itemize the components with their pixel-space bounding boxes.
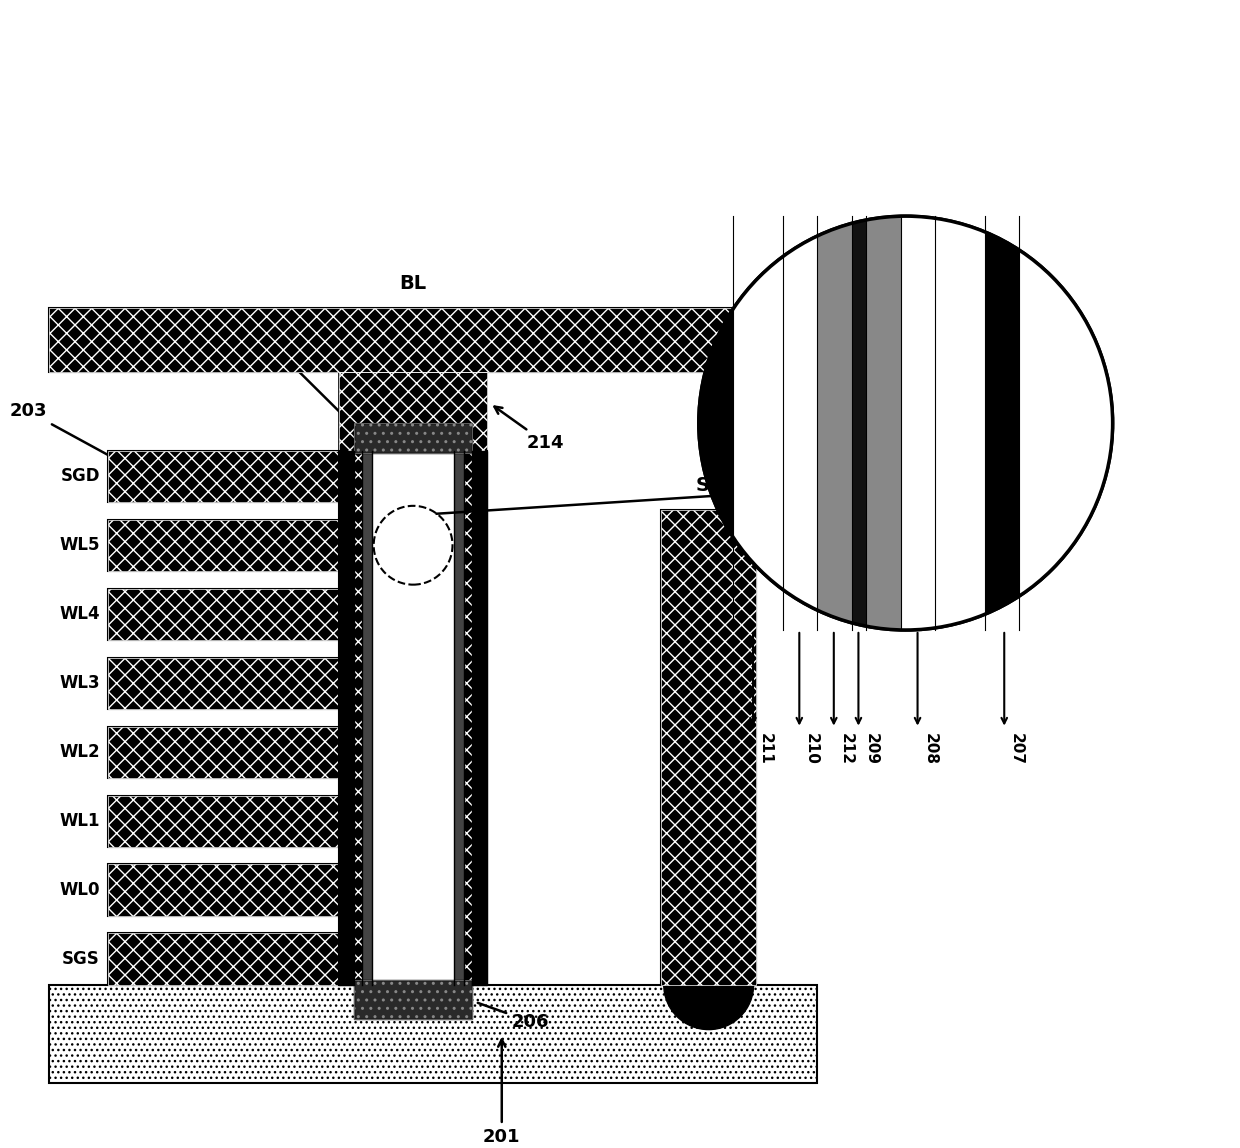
Circle shape — [663, 940, 754, 1030]
Bar — [353, 424, 472, 452]
Text: WL3: WL3 — [60, 674, 99, 692]
Bar — [108, 451, 423, 502]
Text: 206: 206 — [477, 1003, 549, 1031]
Bar — [661, 510, 756, 985]
Text: 211: 211 — [758, 734, 773, 766]
Text: SGD: SGD — [61, 467, 99, 486]
Text: WL4: WL4 — [60, 605, 99, 623]
Bar — [852, 216, 867, 630]
Bar — [108, 520, 423, 571]
Text: 209: 209 — [863, 734, 878, 766]
Text: 207: 207 — [1009, 734, 1024, 766]
Bar — [362, 451, 464, 985]
Bar — [353, 424, 472, 452]
Text: 215: 215 — [252, 334, 360, 432]
Bar — [372, 451, 455, 985]
Bar — [108, 658, 423, 708]
Text: 208: 208 — [923, 734, 937, 766]
Bar — [48, 985, 817, 1084]
Bar — [353, 451, 472, 985]
Text: WL0: WL0 — [60, 881, 99, 899]
Bar — [108, 520, 423, 571]
Bar — [108, 796, 423, 847]
Text: 212: 212 — [838, 734, 853, 766]
Text: 201: 201 — [484, 1039, 521, 1146]
Bar — [935, 216, 985, 630]
Text: SL: SL — [696, 476, 722, 495]
Text: SGS: SGS — [62, 951, 99, 968]
Bar — [340, 372, 487, 451]
Text: 210: 210 — [805, 734, 820, 766]
Bar — [108, 864, 423, 916]
Text: 203: 203 — [9, 402, 143, 474]
Bar — [108, 451, 423, 502]
Bar — [900, 216, 935, 630]
Bar — [340, 451, 487, 985]
Bar — [733, 216, 782, 630]
Bar — [353, 979, 472, 1019]
Circle shape — [699, 216, 1112, 630]
Bar — [985, 216, 1019, 630]
Bar — [1019, 216, 1112, 630]
Bar — [48, 308, 817, 372]
Bar — [398, 451, 428, 985]
Bar — [108, 727, 423, 777]
Bar — [108, 933, 423, 985]
Text: BL: BL — [399, 274, 427, 293]
Bar — [108, 658, 423, 708]
Bar — [108, 589, 423, 639]
Bar — [108, 933, 423, 985]
Bar — [782, 216, 817, 630]
Bar — [108, 589, 423, 639]
Bar — [817, 216, 852, 630]
Text: WL1: WL1 — [60, 812, 99, 830]
Bar — [353, 979, 472, 1019]
Bar — [340, 372, 487, 451]
Bar — [48, 308, 817, 372]
Bar — [108, 727, 423, 777]
Bar — [108, 864, 423, 916]
Text: WL5: WL5 — [60, 536, 99, 554]
Bar — [353, 451, 472, 985]
Bar — [699, 216, 733, 630]
Bar — [108, 796, 423, 847]
Text: 214: 214 — [495, 406, 564, 452]
Bar — [867, 216, 900, 630]
Text: WL2: WL2 — [60, 743, 99, 761]
Bar — [661, 510, 756, 985]
